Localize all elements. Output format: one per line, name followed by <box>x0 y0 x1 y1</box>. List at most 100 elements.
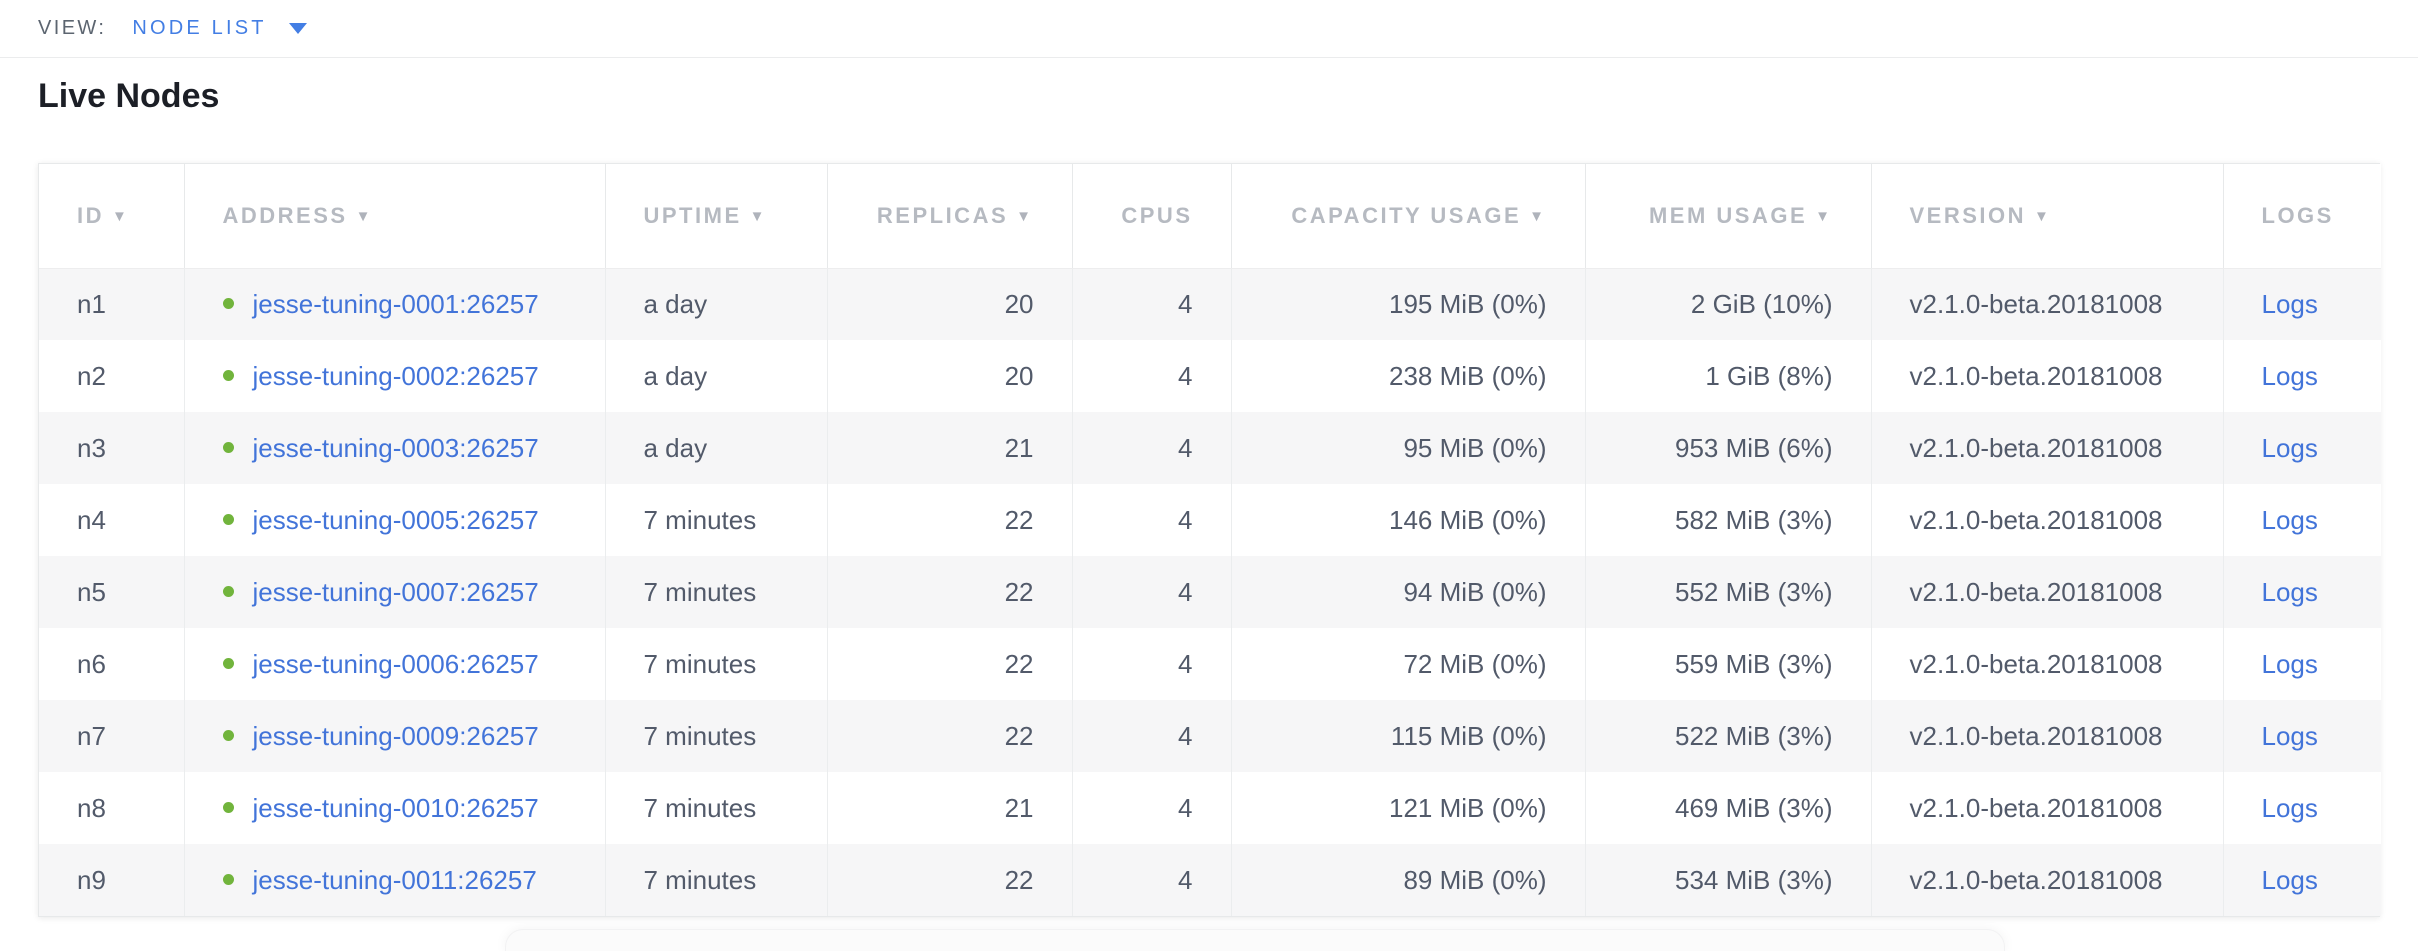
column-header-label: CPUS <box>1121 202 1193 228</box>
sort-desc-icon: ▼ <box>1529 207 1547 225</box>
table-row: n2 jesse-tuning-0002:26257 a day 20 4 238 MiB… <box>39 340 2381 412</box>
cell-address: jesse-tuning-0011:26257 <box>184 844 606 916</box>
cell-logs: Logs <box>2223 772 2381 844</box>
node-address-link[interactable]: jesse-tuning-0010:26257 <box>252 792 539 823</box>
cell-replicas: 21 <box>827 412 1073 484</box>
logs-link[interactable]: Logs <box>2261 576 2318 607</box>
column-header-replicas[interactable]: REPLICAS ▼ <box>827 164 1073 269</box>
node-address-link[interactable]: jesse-tuning-0009:26257 <box>252 720 539 751</box>
view-bar: VIEW: NODE LIST <box>0 0 2418 58</box>
cell-cpus: 4 <box>1072 844 1232 916</box>
view-label: VIEW: <box>38 17 107 39</box>
column-header-cpus: CPUS <box>1072 164 1232 269</box>
cell-mem_usage: 552 MiB (3%) <box>1585 556 1872 628</box>
cell-logs: Logs <box>2223 844 2381 916</box>
cell-logs: Logs <box>2223 268 2381 340</box>
cell-logs: Logs <box>2223 412 2381 484</box>
cell-mem_usage: 582 MiB (3%) <box>1585 484 1872 556</box>
logs-link[interactable]: Logs <box>2261 432 2318 463</box>
table-row: n9 jesse-tuning-0011:26257 7 minutes 22 4 89 … <box>39 844 2381 916</box>
node-status-healthy-icon <box>222 658 234 670</box>
bottom-cutoff-card <box>505 929 2005 951</box>
column-header-id[interactable]: ID ▼ <box>39 164 185 269</box>
cell-id: n3 <box>39 412 185 484</box>
node-address-link[interactable]: jesse-tuning-0003:26257 <box>252 432 539 463</box>
column-header-label: ADDRESS <box>222 202 348 228</box>
node-status-healthy-icon <box>222 730 234 742</box>
table-header-row: ID ▼ ADDRESS ▼ UPTIME ▼ REPLICAS ▼ CPUS CAPACITY … <box>39 164 2381 269</box>
cell-replicas: 22 <box>827 484 1073 556</box>
column-header-version[interactable]: VERSION ▼ <box>1871 164 2224 269</box>
cell-version: v2.1.0-beta.20181008 <box>1871 268 2224 340</box>
node-address-link[interactable]: jesse-tuning-0005:26257 <box>252 504 539 535</box>
table-row: n8 jesse-tuning-0010:26257 7 minutes 21 4 121… <box>39 772 2381 844</box>
node-address-link[interactable]: jesse-tuning-0002:26257 <box>252 360 539 391</box>
column-header-label: CAPACITY USAGE <box>1291 202 1522 228</box>
cell-logs: Logs <box>2223 340 2381 412</box>
cell-cpus: 4 <box>1072 268 1232 340</box>
table-row: n6 jesse-tuning-0006:26257 7 minutes 22 4 72 … <box>39 628 2381 700</box>
cell-version: v2.1.0-beta.20181008 <box>1871 556 2224 628</box>
table-row: n1 jesse-tuning-0001:26257 a day 20 4 195 MiB… <box>39 268 2381 340</box>
logs-link[interactable]: Logs <box>2261 720 2318 751</box>
cell-mem_usage: 522 MiB (3%) <box>1585 700 1872 772</box>
cell-mem_usage: 953 MiB (6%) <box>1585 412 1872 484</box>
cell-mem_usage: 1 GiB (8%) <box>1585 340 1872 412</box>
sort-desc-icon: ▼ <box>1815 207 1833 225</box>
logs-link[interactable]: Logs <box>2261 792 2318 823</box>
table-row: n5 jesse-tuning-0007:26257 7 minutes 22 4 94 … <box>39 556 2381 628</box>
node-address-link[interactable]: jesse-tuning-0001:26257 <box>252 288 539 319</box>
cell-capacity_usage: 72 MiB (0%) <box>1231 628 1586 700</box>
cell-uptime: 7 minutes <box>605 772 828 844</box>
sort-desc-icon: ▼ <box>112 207 130 225</box>
cell-cpus: 4 <box>1072 556 1232 628</box>
logs-link[interactable]: Logs <box>2261 360 2318 391</box>
cell-id: n8 <box>39 772 185 844</box>
cell-id: n7 <box>39 700 185 772</box>
cell-address: jesse-tuning-0006:26257 <box>184 628 606 700</box>
cell-address: jesse-tuning-0005:26257 <box>184 484 606 556</box>
cell-capacity_usage: 195 MiB (0%) <box>1231 268 1586 340</box>
cell-version: v2.1.0-beta.20181008 <box>1871 412 2224 484</box>
column-header-label: MEM USAGE <box>1648 202 1808 228</box>
cell-replicas: 20 <box>827 268 1073 340</box>
cell-replicas: 22 <box>827 700 1073 772</box>
column-header-mem_usage[interactable]: MEM USAGE ▼ <box>1585 164 1872 269</box>
table-row: n7 jesse-tuning-0009:26257 7 minutes 22 4 115… <box>39 700 2381 772</box>
cell-id: n2 <box>39 340 185 412</box>
cell-id: n5 <box>39 556 185 628</box>
cell-uptime: 7 minutes <box>605 628 828 700</box>
cell-capacity_usage: 146 MiB (0%) <box>1231 484 1586 556</box>
cell-version: v2.1.0-beta.20181008 <box>1871 844 2224 916</box>
cell-uptime: 7 minutes <box>605 700 828 772</box>
cell-mem_usage: 2 GiB (10%) <box>1585 268 1872 340</box>
node-status-healthy-icon <box>222 802 234 814</box>
logs-link[interactable]: Logs <box>2261 288 2318 319</box>
cell-address: jesse-tuning-0009:26257 <box>184 700 606 772</box>
logs-link[interactable]: Logs <box>2261 648 2318 679</box>
logs-link[interactable]: Logs <box>2261 504 2318 535</box>
cell-uptime: a day <box>605 268 828 340</box>
cell-version: v2.1.0-beta.20181008 <box>1871 772 2224 844</box>
cell-mem_usage: 559 MiB (3%) <box>1585 628 1872 700</box>
table-row: n4 jesse-tuning-0005:26257 7 minutes 22 4 146… <box>39 484 2381 556</box>
node-address-link[interactable]: jesse-tuning-0011:26257 <box>252 864 537 895</box>
cell-mem_usage: 469 MiB (3%) <box>1585 772 1872 844</box>
node-status-healthy-icon <box>222 874 234 886</box>
cell-mem_usage: 534 MiB (3%) <box>1585 844 1872 916</box>
cell-cpus: 4 <box>1072 484 1232 556</box>
cell-logs: Logs <box>2223 484 2381 556</box>
cell-capacity_usage: 94 MiB (0%) <box>1231 556 1586 628</box>
logs-link[interactable]: Logs <box>2261 864 2318 895</box>
cell-address: jesse-tuning-0002:26257 <box>184 340 606 412</box>
cell-logs: Logs <box>2223 628 2381 700</box>
cell-id: n6 <box>39 628 185 700</box>
table-row: n3 jesse-tuning-0003:26257 a day 21 4 95 MiB … <box>39 412 2381 484</box>
node-address-link[interactable]: jesse-tuning-0006:26257 <box>252 648 539 679</box>
column-header-address[interactable]: ADDRESS ▼ <box>184 164 606 269</box>
node-address-link[interactable]: jesse-tuning-0007:26257 <box>252 576 539 607</box>
column-header-capacity_usage[interactable]: CAPACITY USAGE ▼ <box>1231 164 1586 269</box>
view-selector-dropdown[interactable]: NODE LIST <box>132 17 307 40</box>
column-header-uptime[interactable]: UPTIME ▼ <box>605 164 828 269</box>
column-header-label: VERSION <box>1909 202 2027 228</box>
